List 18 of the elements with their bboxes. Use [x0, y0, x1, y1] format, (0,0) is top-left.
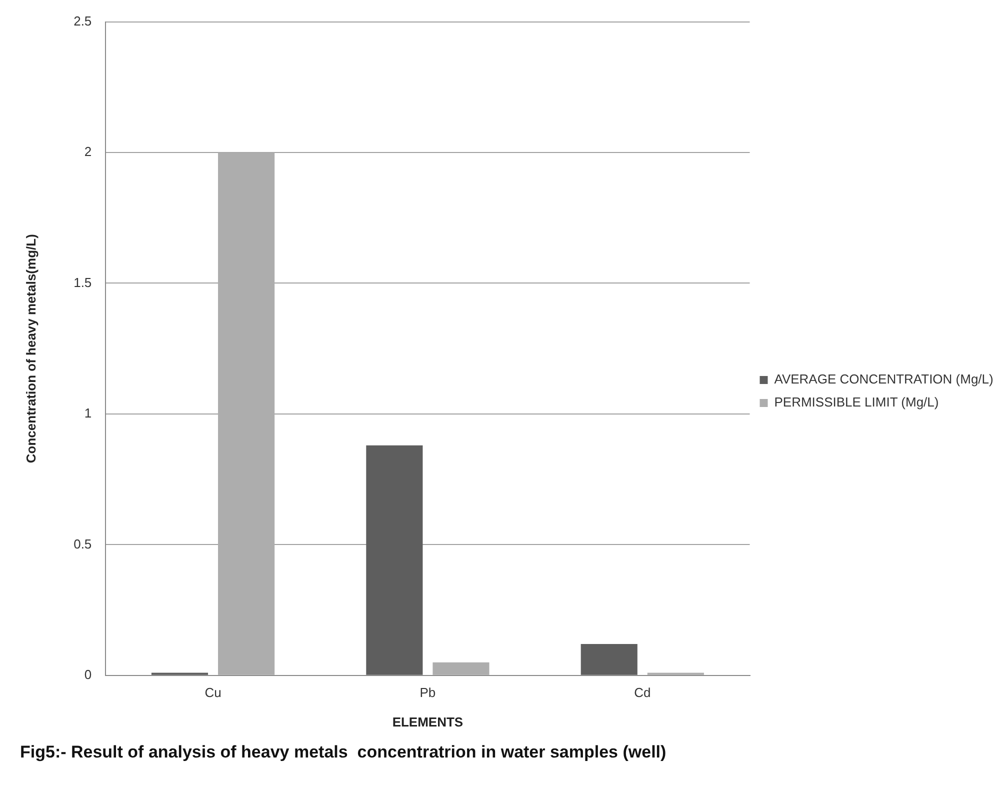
bar: [432, 662, 490, 675]
bar: [580, 644, 638, 675]
x-axis-title: ELEMENTS: [392, 714, 464, 730]
legend-label: AVERAGE CONCENTRATION (Mg/L): [774, 372, 994, 387]
x-tick-label: Pb: [420, 684, 436, 700]
text: Fig5:- Result of analysis of heavy metals concentratrion in water samples (well): [20, 742, 666, 762]
y-tick-label: 2: [84, 144, 92, 160]
y-tick-label: 1: [84, 406, 92, 421]
y-axis-title: Concentration of heavy metals(mg/L): [23, 234, 38, 464]
y-tick-label: 0: [84, 666, 92, 682]
y-tick-label: 0.5: [74, 536, 92, 552]
y-tick-label: 1.5: [74, 274, 92, 290]
y-tick-label: 2.5: [74, 13, 92, 28]
bar: [366, 445, 423, 675]
legend-label: PERMISSIBLE LIMIT (Mg/L): [774, 394, 939, 410]
bar: [218, 152, 275, 675]
x-tick-label: Cd: [634, 684, 651, 700]
x-tick-label: Cu: [204, 684, 222, 700]
